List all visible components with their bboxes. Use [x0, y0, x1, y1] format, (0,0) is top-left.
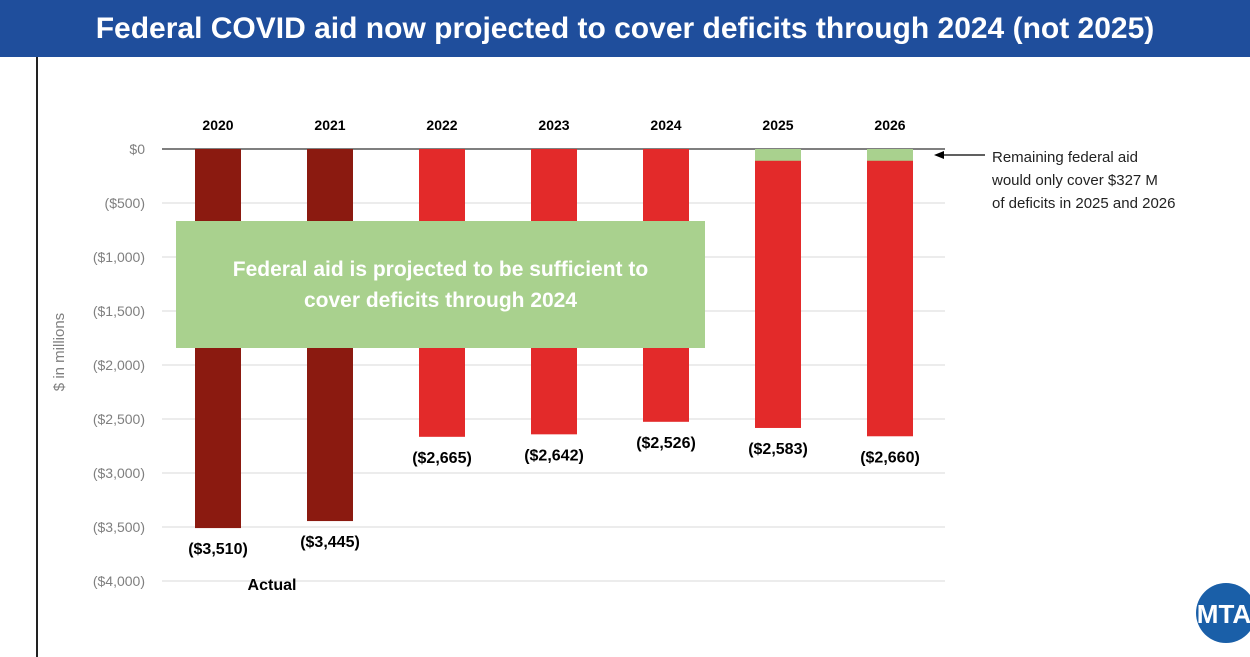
- y-tick-label: ($3,000): [93, 465, 145, 481]
- data-label: ($2,660): [860, 449, 920, 466]
- title-bar: Federal COVID aid now projected to cover…: [0, 0, 1250, 57]
- page-title: Federal COVID aid now projected to cover…: [95, 11, 1155, 45]
- bar: [867, 149, 913, 437]
- x-category-label: 2020: [202, 117, 233, 133]
- mta-logo-icon: MTA: [1196, 583, 1250, 643]
- data-label: ($3,510): [188, 541, 248, 558]
- y-tick-label: ($4,000): [93, 573, 145, 589]
- x-category-label: 2022: [426, 117, 457, 133]
- callout-box: Federal aid is projected to be sufficien…: [176, 221, 705, 348]
- y-tick-label: ($1,000): [93, 249, 145, 265]
- side-note: Remaining federal aid would only cover $…: [992, 149, 1176, 212]
- x-category-label: 2025: [762, 117, 793, 133]
- callout-text: Federal aid is projected to be sufficien…: [232, 257, 649, 312]
- y-tick-label: ($500): [105, 195, 145, 211]
- actual-label: Actual: [248, 577, 297, 594]
- aid-portion-bar: [755, 149, 801, 161]
- x-category-label: 2024: [650, 117, 681, 133]
- data-label: ($2,665): [412, 450, 472, 467]
- data-label: ($2,526): [636, 435, 696, 452]
- arrow-head-icon: [934, 151, 944, 159]
- logo-text: MTA: [1197, 599, 1250, 629]
- y-tick-label: ($2,000): [93, 357, 145, 373]
- x-category-label: 2021: [314, 117, 345, 133]
- data-label: ($2,583): [748, 441, 808, 458]
- bar: [755, 149, 801, 428]
- y-tick-label: ($3,500): [93, 519, 145, 535]
- x-category-label: 2023: [538, 117, 569, 133]
- y-axis-label: $ in millions: [51, 313, 68, 391]
- y-tick-label: ($2,500): [93, 411, 145, 427]
- data-label: ($3,445): [300, 534, 360, 551]
- y-tick-label: ($1,500): [93, 303, 145, 319]
- aid-portion-bar: [867, 149, 913, 161]
- y-tick-label: $0: [129, 141, 145, 157]
- x-category-label: 2026: [874, 117, 905, 133]
- data-label: ($2,642): [524, 447, 584, 464]
- left-divider: [36, 57, 38, 657]
